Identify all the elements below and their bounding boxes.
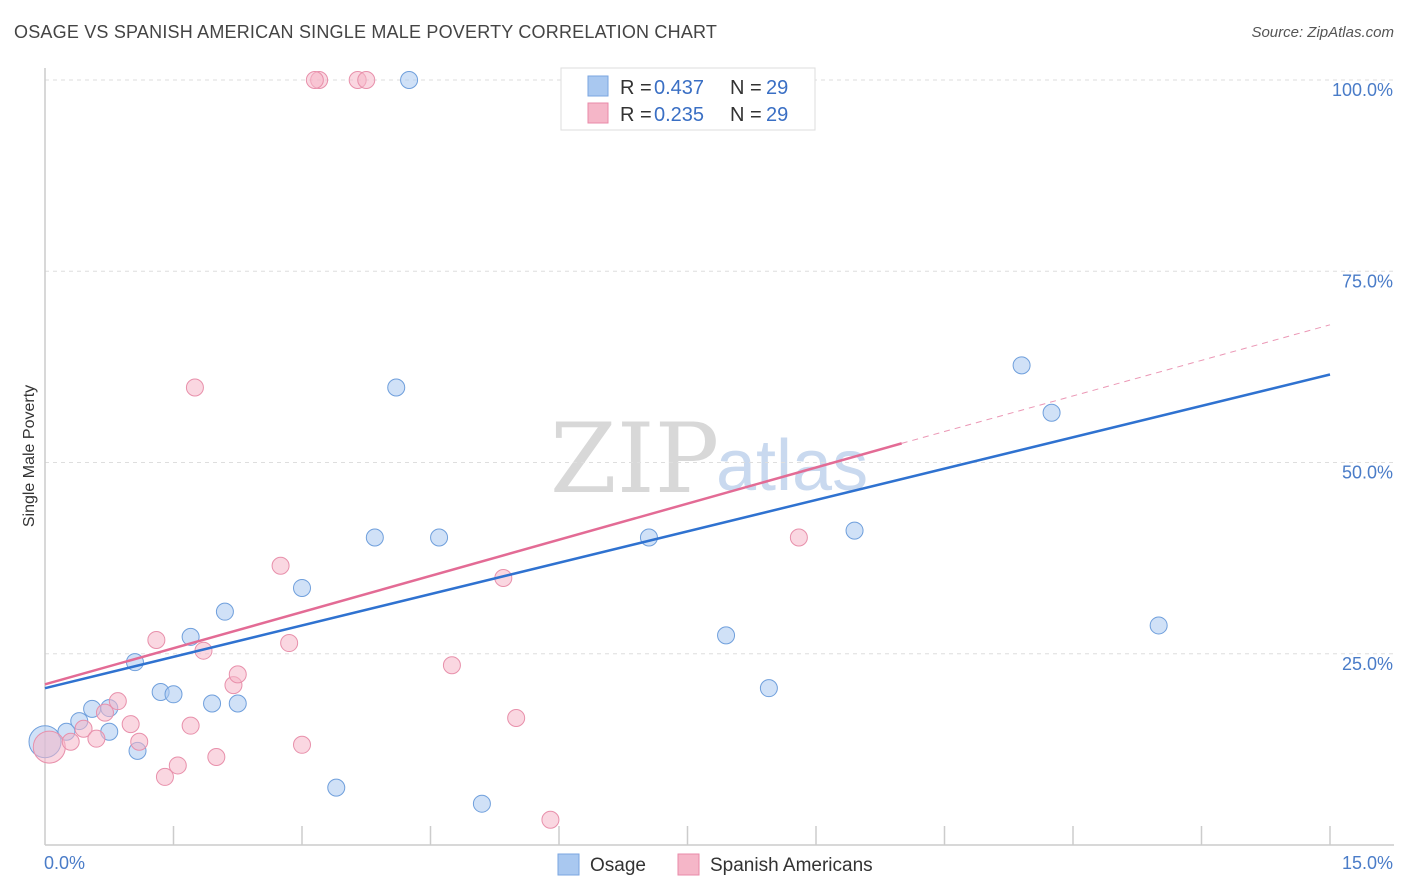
osage-r-value: 0.437 <box>654 77 704 99</box>
spanish-r-label: R = <box>620 104 652 126</box>
spanish-point-12 <box>185 378 204 397</box>
osage-point-16 <box>365 528 384 547</box>
osage-point-14 <box>293 578 311 597</box>
trend-lines <box>44 324 1331 690</box>
stats-legend: R = 0.437 N = 29 R = 0.235 N = 29 <box>560 67 816 131</box>
spanish-point-14 <box>207 748 226 767</box>
spanish-point-9 <box>155 767 174 786</box>
x-tick-label-max: 15.0% <box>1342 853 1393 873</box>
osage-point-23 <box>845 521 864 540</box>
osage-point-13 <box>228 694 247 713</box>
spanish-r-value: 0.235 <box>654 104 704 126</box>
osage-point-21 <box>717 626 736 645</box>
osage-point-11 <box>203 694 222 713</box>
spanish-point-3 <box>87 729 106 748</box>
spanish-point-4 <box>95 703 114 722</box>
spanish-point-18 <box>280 634 299 653</box>
spanish-point-1 <box>61 732 80 751</box>
y-tick-label-50: 50.0% <box>1342 463 1393 483</box>
gridlines <box>45 79 1394 655</box>
spanish-point-7 <box>130 732 149 751</box>
spanish-point-27 <box>789 528 808 547</box>
legend-osage-label: Osage <box>590 855 646 876</box>
spanish-point-19 <box>293 735 311 754</box>
series-legend: Osage Spanish Americans <box>557 853 873 876</box>
osage-point-15 <box>327 778 346 797</box>
spanish-point-11 <box>181 716 200 735</box>
spanish-n-value: 29 <box>766 104 788 126</box>
osage-point-26 <box>1149 616 1168 635</box>
spanish-point-0 <box>32 730 66 764</box>
spanish-point-5 <box>108 692 127 711</box>
spanish-point-6 <box>121 715 140 734</box>
osage-point-25 <box>1042 403 1061 422</box>
legend-spanish-label: Spanish Americans <box>710 855 873 876</box>
spanish-point-26 <box>541 810 560 829</box>
x-tick-label-min: 0.0% <box>44 853 85 873</box>
y-tick-label-75: 75.0% <box>1342 271 1393 291</box>
spanish-point-8 <box>147 630 166 649</box>
osage-point-17 <box>387 378 406 397</box>
osage-point-24 <box>1012 356 1031 375</box>
y-tick-label-100: 100.0% <box>1332 80 1393 100</box>
spanish-point-22 <box>357 71 376 89</box>
osage-point-22 <box>759 679 778 698</box>
y-axis-label: Single Male Poverty <box>21 385 38 527</box>
spanish-n-label: N = <box>730 104 762 126</box>
chart-title: OSAGE VS SPANISH AMERICAN SINGLE MALE PO… <box>14 22 718 42</box>
y-tick-labels: 25.0% 50.0% 75.0% 100.0% <box>1332 80 1393 674</box>
osage-n-value: 29 <box>766 77 788 99</box>
spanish-point-23 <box>442 656 461 675</box>
y-tick-label-25: 25.0% <box>1342 654 1393 674</box>
watermark-zip: ZIP <box>550 403 719 515</box>
spanish-trend-line <box>44 442 903 686</box>
spanish-point-25 <box>507 709 526 728</box>
osage-swatch <box>587 75 609 97</box>
osage-point-27 <box>400 71 419 89</box>
spanish-point-28 <box>305 71 324 89</box>
spanish-point-2 <box>74 719 93 738</box>
osage-point-12 <box>215 602 234 621</box>
data-points <box>28 71 1168 829</box>
legend-osage-swatch <box>557 853 580 876</box>
osage-n-label: N = <box>730 77 762 99</box>
spanish-trend-extension <box>901 324 1331 444</box>
osage-point-18 <box>430 528 449 547</box>
spanish-point-16 <box>228 665 247 684</box>
osage-trend-line <box>44 373 1331 690</box>
osage-r-label: R = <box>620 77 652 99</box>
spanish-swatch <box>587 102 609 124</box>
spanish-point-17 <box>271 556 290 575</box>
osage-point-19 <box>472 794 491 813</box>
source-label: Source: ZipAtlas.com <box>1251 24 1394 41</box>
spanish-point-10 <box>168 756 187 775</box>
x-tick-marks <box>172 826 1331 845</box>
osage-point-9 <box>164 685 183 704</box>
legend-spanish-swatch <box>677 853 700 876</box>
